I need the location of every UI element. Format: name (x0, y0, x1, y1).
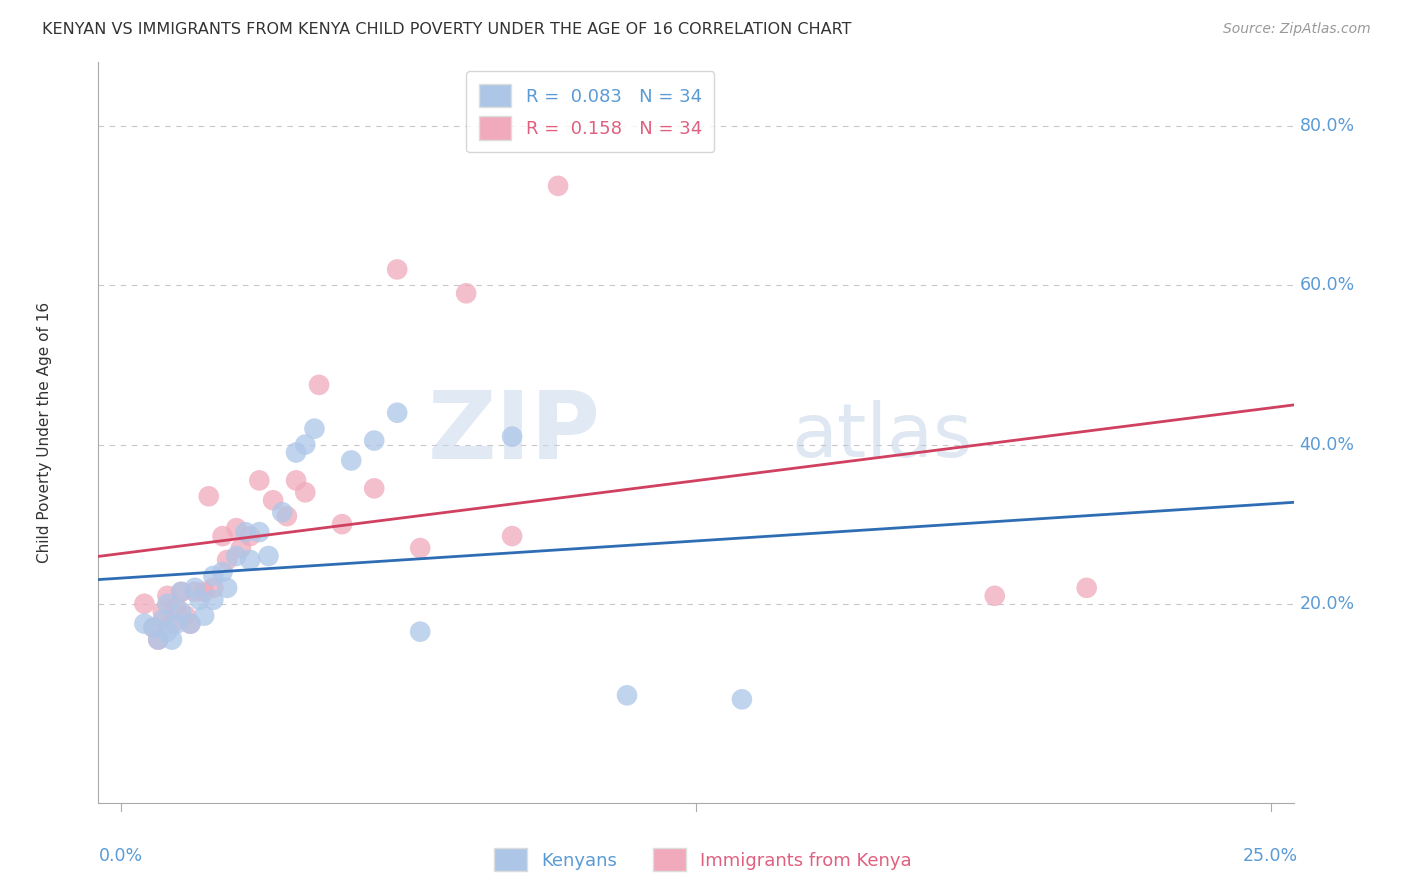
Point (193, 584, 215, 599)
Point (363, 434, 385, 448)
Point (170, 584, 193, 599)
Point (156, 597, 179, 611)
Point (188, 592, 211, 607)
Point (134, 597, 156, 611)
Point (294, 485, 316, 500)
Text: 20.0%: 20.0% (1299, 595, 1354, 613)
Point (156, 624, 179, 639)
Point (229, 541, 252, 555)
Point (134, 616, 156, 631)
Point (308, 377, 330, 392)
Point (239, 529, 262, 543)
Point (294, 437, 316, 451)
Point (616, 689, 638, 703)
Point (170, 584, 193, 599)
Point (202, 581, 225, 595)
Point (363, 481, 385, 495)
Point (142, 621, 165, 635)
Point (148, 632, 170, 647)
Text: 25.0%: 25.0% (1243, 847, 1298, 864)
Point (501, 429, 523, 443)
Text: Source: ZipAtlas.com: Source: ZipAtlas.com (1223, 22, 1371, 37)
Point (285, 445, 308, 459)
Legend: Kenyans, Immigrants from Kenya: Kenyans, Immigrants from Kenya (486, 841, 920, 879)
Point (179, 616, 201, 631)
Point (166, 616, 188, 631)
Point (456, 286, 478, 301)
Point (304, 422, 326, 436)
Point (271, 505, 294, 519)
Text: KENYAN VS IMMIGRANTS FROM KENYA CHILD POVERTY UNDER THE AGE OF 16 CORRELATION CH: KENYAN VS IMMIGRANTS FROM KENYA CHILD PO… (42, 22, 852, 37)
Legend: R =  0.083   N = 34, R =  0.158   N = 34: R = 0.083 N = 34, R = 0.158 N = 34 (465, 71, 714, 153)
Point (225, 521, 247, 535)
Text: 40.0%: 40.0% (1299, 435, 1354, 453)
Point (262, 493, 284, 508)
Point (217, 553, 239, 567)
Point (148, 632, 170, 647)
Text: 60.0%: 60.0% (1299, 277, 1355, 294)
Point (174, 608, 197, 623)
Point (184, 581, 207, 595)
Point (340, 453, 363, 467)
Point (184, 584, 207, 599)
Point (211, 565, 233, 579)
Text: atlas: atlas (792, 400, 973, 473)
Point (1076, 581, 1098, 595)
Point (211, 529, 233, 543)
Point (984, 589, 1007, 603)
Point (409, 541, 432, 555)
Point (285, 474, 308, 488)
Point (239, 553, 262, 567)
Point (385, 406, 409, 420)
Text: 0.0%: 0.0% (100, 847, 143, 864)
Point (235, 525, 257, 540)
Point (160, 632, 183, 647)
Point (193, 608, 215, 623)
Point (160, 616, 183, 631)
Point (152, 613, 174, 627)
Point (202, 592, 225, 607)
Point (142, 621, 165, 635)
Text: 80.0%: 80.0% (1299, 117, 1354, 135)
Point (156, 589, 179, 603)
Point (166, 600, 188, 615)
Point (217, 581, 239, 595)
Point (409, 624, 432, 639)
Point (202, 569, 225, 583)
Point (152, 605, 174, 619)
Point (385, 262, 409, 277)
Point (501, 529, 523, 543)
Point (247, 525, 270, 540)
Point (731, 692, 754, 706)
Point (547, 178, 569, 193)
Text: Child Poverty Under the Age of 16: Child Poverty Under the Age of 16 (37, 302, 52, 563)
Point (225, 549, 247, 563)
Point (330, 517, 353, 532)
Point (247, 474, 270, 488)
Point (170, 605, 193, 619)
Point (197, 489, 219, 503)
Point (179, 616, 201, 631)
Point (276, 509, 298, 524)
Point (257, 549, 280, 563)
Text: ZIP: ZIP (427, 386, 600, 479)
